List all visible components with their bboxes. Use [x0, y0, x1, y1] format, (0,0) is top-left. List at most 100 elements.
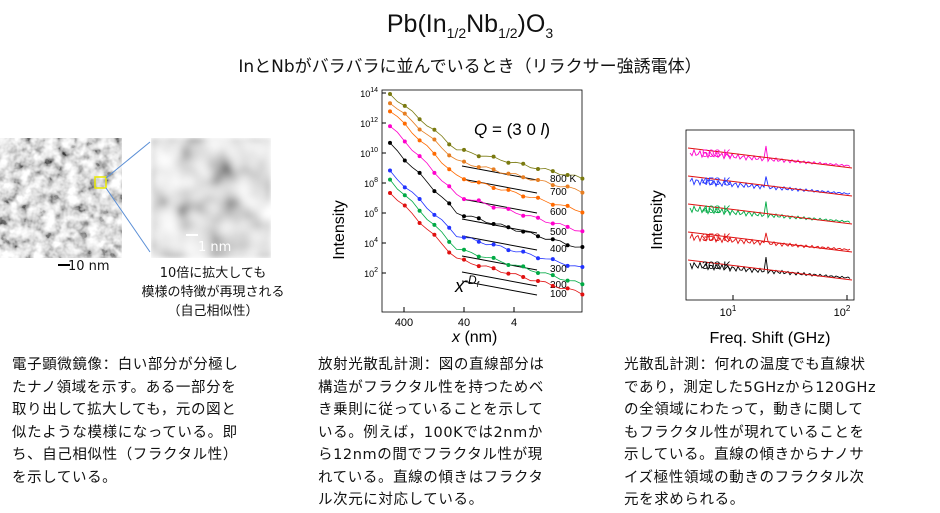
- xray-point: [462, 177, 466, 182]
- raman-x-tick: 101: [720, 304, 737, 319]
- xray-point: [388, 101, 392, 106]
- xray-point: [462, 235, 466, 240]
- xray-point: [417, 127, 422, 132]
- xray-point: [550, 283, 555, 288]
- xray-series-4: 400: [388, 140, 585, 255]
- xray-point: [565, 278, 570, 283]
- xray-point: [462, 247, 466, 252]
- xray-x-tick: 4: [511, 317, 517, 329]
- xray-point: [521, 229, 526, 234]
- xray-fit-line: [461, 280, 538, 296]
- xray-point: [580, 292, 585, 297]
- xray-point: [388, 92, 392, 96]
- xray-point: [536, 270, 540, 275]
- xray-x-tick: 400: [395, 317, 413, 329]
- raman-series-3: 353 K: [687, 231, 853, 253]
- xray-plot-frame: [381, 89, 583, 313]
- xray-point: [565, 224, 570, 229]
- xray-point: [388, 190, 392, 195]
- xray-point: [491, 185, 496, 190]
- power-law-label: x-Df: [454, 273, 480, 296]
- xray-point: [506, 225, 511, 230]
- xray-x-ticks: 400 40 4: [395, 307, 517, 329]
- xray-point: [536, 195, 540, 200]
- xray-point: [580, 190, 585, 195]
- xray-point: [491, 255, 496, 260]
- xray-series-1: 700: [388, 101, 585, 198]
- xray-point: [447, 239, 452, 244]
- zoom-region-marker: [94, 176, 107, 189]
- xray-point: [432, 212, 437, 217]
- xray-point: [388, 177, 392, 182]
- xray-point: [565, 263, 570, 268]
- xray-y-tick: 106: [364, 207, 378, 219]
- raman-temp-label: 353 K: [702, 232, 731, 244]
- xray-point: [491, 205, 496, 210]
- xray-point: [476, 264, 481, 269]
- xray-point: [388, 124, 392, 129]
- xray-point: [550, 183, 555, 188]
- xray-point: [521, 194, 526, 199]
- xray-point: [476, 239, 481, 244]
- xray-point: [565, 203, 570, 208]
- raman-temp-label: 303 K: [702, 260, 731, 272]
- xray-point: [580, 282, 585, 287]
- xray-point: [580, 229, 585, 234]
- xray-point: [536, 256, 540, 261]
- xray-point: [417, 220, 422, 225]
- xray-point: [402, 193, 407, 198]
- xray-point: [491, 167, 496, 172]
- xray-point: [462, 147, 466, 152]
- xray-point: [521, 213, 526, 218]
- xray-point: [417, 154, 422, 159]
- xray-fit-line: [461, 198, 538, 214]
- xray-point: [402, 121, 407, 126]
- xray-point: [536, 278, 540, 283]
- xray-point: [521, 175, 526, 180]
- xray-point: [447, 142, 452, 147]
- xray-point: [417, 138, 422, 143]
- xray-point: [432, 222, 437, 227]
- xray-point: [521, 249, 526, 254]
- xray-temp-label: 300: [550, 264, 567, 275]
- raman-temp-label: 403 K: [702, 204, 731, 216]
- raman-x-tick: 102: [834, 304, 851, 319]
- xray-point: [506, 171, 511, 176]
- xray-series-5: 300: [388, 168, 585, 275]
- xray-point: [476, 254, 481, 259]
- xray-point: [580, 210, 585, 215]
- xray-point: [476, 165, 481, 170]
- xray-temp-label: 700: [550, 187, 567, 198]
- scale-bar-1nm-label: 1 nm: [198, 240, 232, 255]
- xray-point: [506, 248, 511, 253]
- xray-y-tick: 1012: [360, 117, 378, 129]
- xray-point: [550, 221, 555, 226]
- xray-point: [417, 208, 422, 213]
- xray-point: [491, 266, 496, 271]
- xray-point: [402, 185, 407, 190]
- xray-y-tick: 102: [364, 267, 378, 279]
- xray-fit-line: [461, 235, 538, 251]
- raman-temp-label: 503 K: [702, 148, 731, 160]
- xray-y-ticks: 1014 1012 1010 108 106 104 102: [360, 87, 386, 279]
- xray-x-tick: 40: [458, 317, 470, 329]
- raman-y-axis-label: Intensity: [649, 190, 666, 250]
- raman-fit-line: [687, 259, 853, 281]
- xray-point: [432, 170, 437, 175]
- xray-point: [536, 177, 540, 182]
- xray-point: [521, 264, 526, 269]
- raman-fit-line: [687, 147, 853, 169]
- tem-caption: 10倍に拡大しても 模様の特徴が再現される （自己相似性）: [141, 266, 285, 319]
- xray-point: [550, 257, 555, 262]
- xray-point: [580, 244, 585, 249]
- xray-point: [491, 222, 496, 227]
- xray-point: [476, 180, 481, 185]
- xray-temp-label: 800 K: [550, 174, 576, 185]
- xray-y-tick: 108: [364, 177, 378, 189]
- xray-point: [462, 214, 466, 219]
- xray-point: [388, 140, 392, 145]
- xray-point: [506, 187, 511, 192]
- scale-bar-10nm-label: 10 nm: [68, 259, 110, 274]
- xray-point: [432, 189, 437, 194]
- xray-point: [402, 158, 407, 163]
